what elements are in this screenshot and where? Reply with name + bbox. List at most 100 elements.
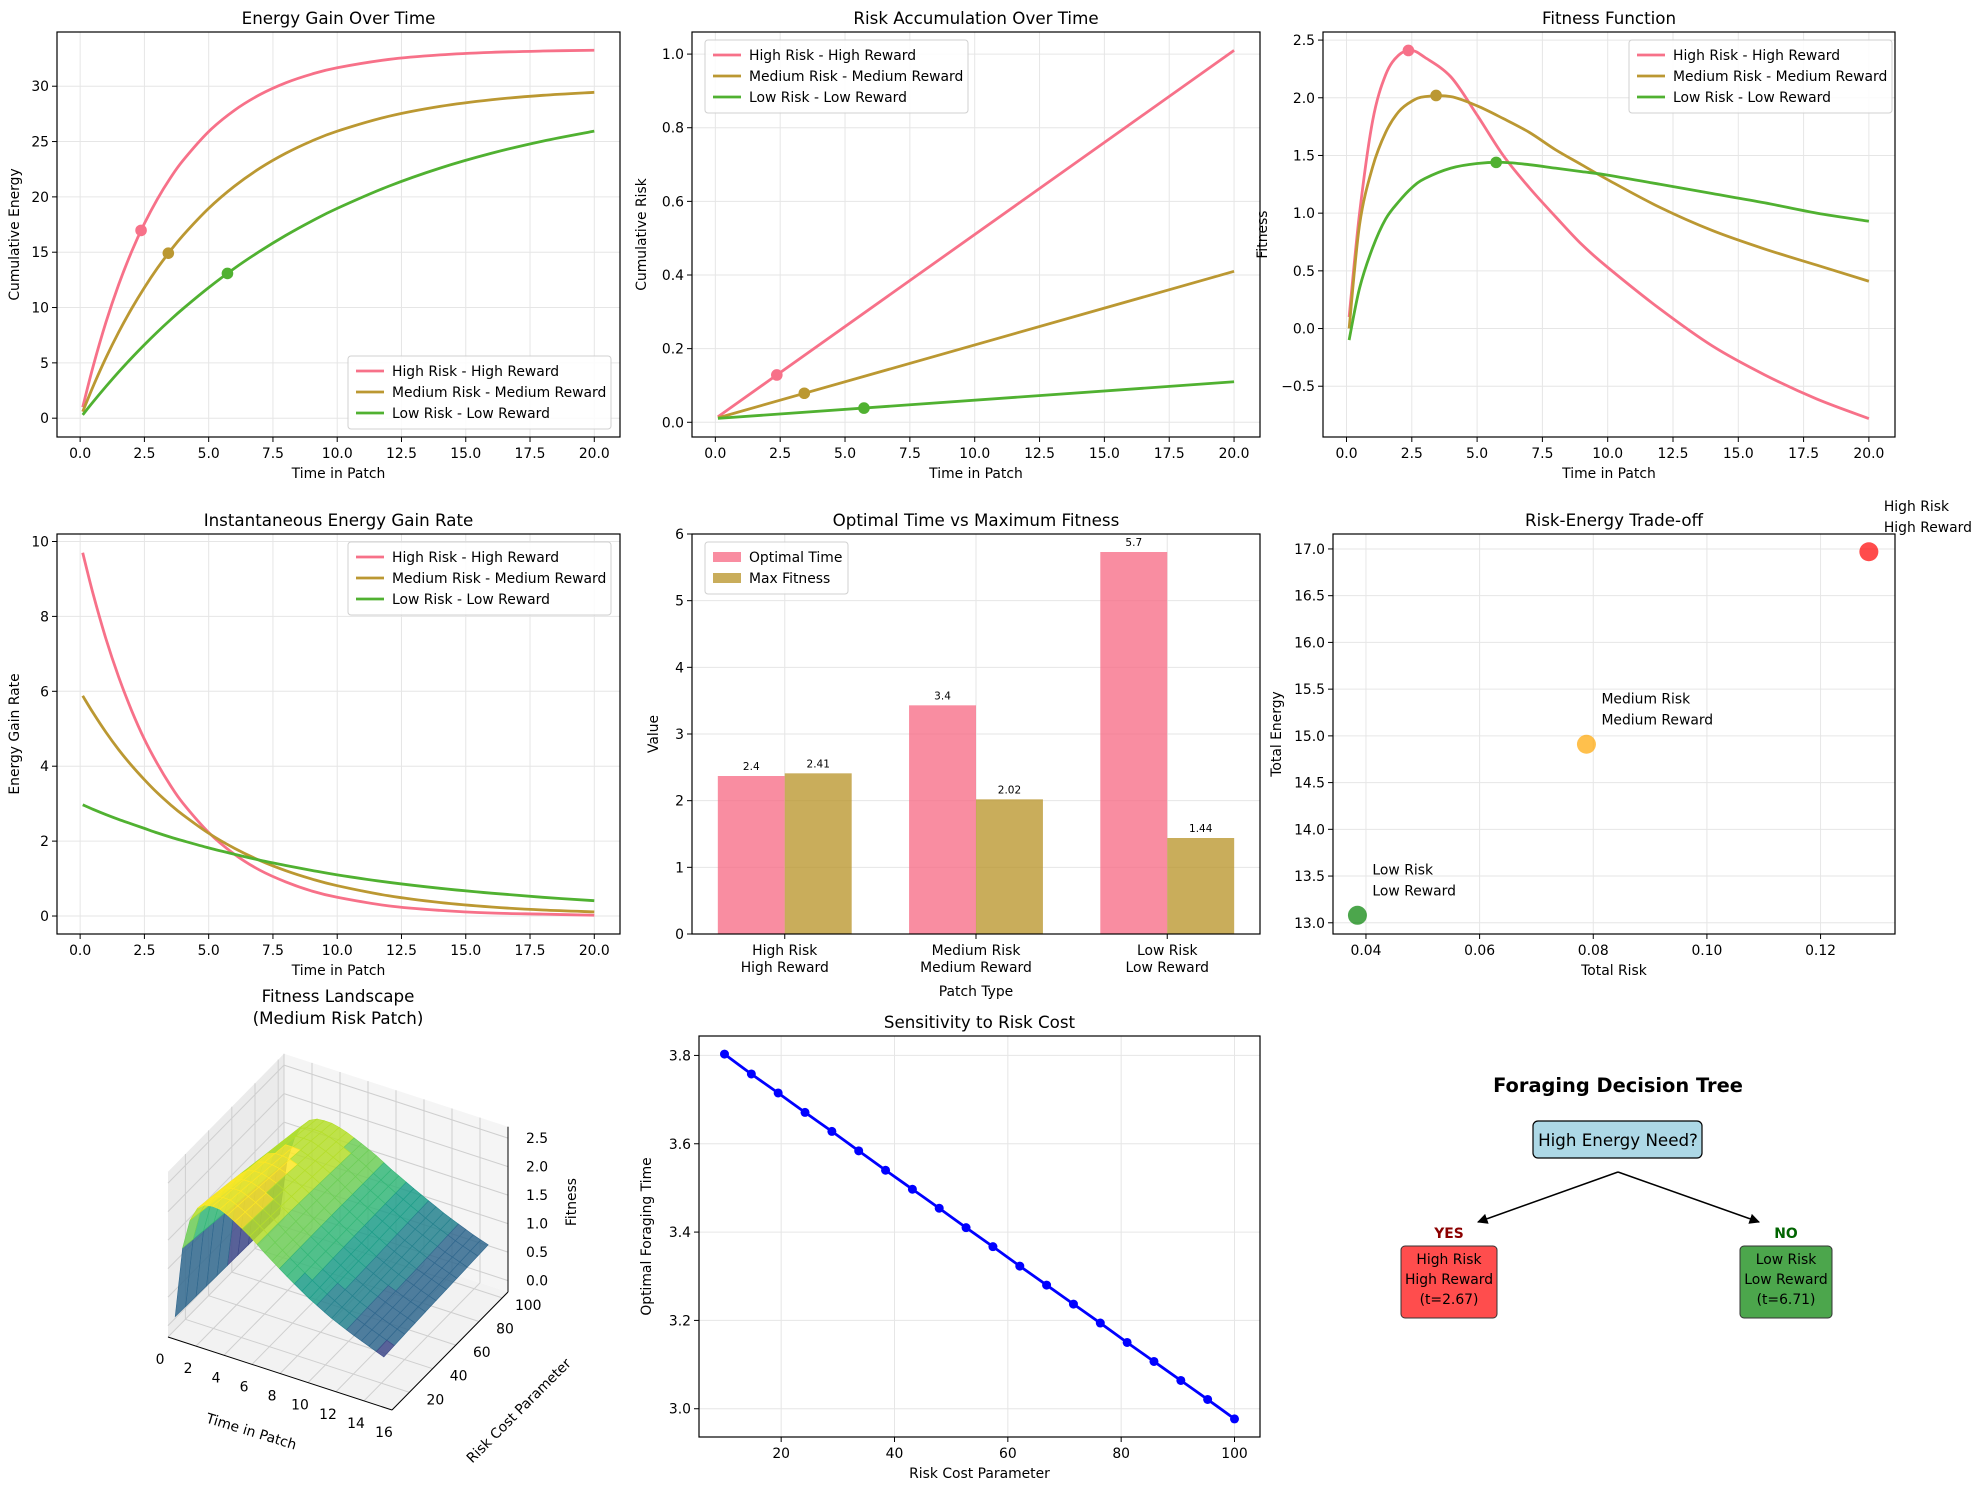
y-tick-label: 20	[427, 1392, 445, 1408]
x-tick-label: 2.5	[133, 943, 155, 959]
data-point	[773, 1088, 783, 1098]
x-tick-label: 7.5	[262, 943, 284, 959]
x-tick-label: 10	[291, 1398, 309, 1414]
data-point	[1176, 1375, 1186, 1385]
bar	[784, 773, 852, 934]
series-line	[1347, 48, 1870, 420]
optimal-point-marker	[1402, 44, 1415, 57]
y-tick-label: 1	[675, 860, 684, 876]
x-axis-label: Total Risk	[1580, 963, 1647, 979]
y-tick-label: 100	[515, 1298, 542, 1314]
legend: High Risk - High Reward Medium Risk - Med…	[347, 541, 612, 616]
y-tick-label: 1.0	[1293, 206, 1315, 222]
x-tick-label: 12.5	[386, 446, 417, 462]
chart-subtitle: (Medium Risk Patch)	[253, 1008, 424, 1028]
x-tick-label: 15.0	[450, 446, 481, 462]
x-axis-label: Time in Patch	[1561, 466, 1656, 482]
data-point	[800, 1107, 810, 1117]
y-tick-label: 16.0	[1294, 635, 1325, 651]
x-tick-label: 0.08	[1578, 943, 1609, 959]
x-tick-label: 10.0	[959, 446, 990, 462]
y-tick-label: 0.0	[1293, 322, 1315, 338]
y-tick-label: 2	[675, 794, 684, 810]
data-point	[1068, 1299, 1078, 1309]
x-tick-label: 12	[319, 1407, 337, 1423]
z-tick-label: 0.5	[526, 1245, 548, 1261]
axes-frame	[1322, 31, 1896, 438]
y-tick-label: 1.5	[1293, 148, 1315, 164]
energy-rate-panel: 0.0 2.5 5.0 7.5 10.0 12.5 15.0 17.5 20.0 0 2 4 6 8 10 I…	[7, 510, 621, 979]
data-point	[746, 1069, 756, 1079]
bar	[1167, 838, 1235, 934]
grid-line	[363, 1282, 481, 1402]
axes-frame	[691, 31, 1261, 438]
y-tick-label: 0	[40, 909, 49, 925]
risk-accumulation-panel: 0.0 2.5 5.0 7.5 10.0 12.5 15.0 17.5 20.0 0.0 0.2 0.…	[634, 8, 1261, 482]
legend-label: Optimal Time	[749, 550, 842, 566]
no-node	[1739, 1245, 1833, 1319]
root-node-label: High Energy Need?	[1538, 1130, 1698, 1150]
grid-line	[167, 1064, 285, 1184]
yes-node-label: High Reward	[1405, 1272, 1493, 1288]
x-tick-label: 12.5	[1658, 446, 1689, 462]
x-tick-label: 15.0	[450, 943, 481, 959]
y-tick-label: 0.4	[662, 268, 684, 284]
x-tick-label: 0.0	[704, 446, 726, 462]
axes-frame	[698, 1035, 1261, 1438]
x-tick-label: 40	[886, 1446, 904, 1462]
y-tick-label: 4	[675, 660, 684, 676]
point-annotation: Low Risk	[1372, 862, 1433, 878]
series-line	[81, 695, 595, 914]
y-tick-label: 16.5	[1294, 589, 1325, 605]
x-tick-label: 0.12	[1805, 943, 1836, 959]
data-point	[854, 1146, 864, 1156]
y-tick-label: 10	[31, 534, 49, 550]
y-tick-label: 0.0	[662, 415, 684, 431]
legend-label: High Risk - High Reward	[392, 364, 559, 380]
bar	[717, 776, 785, 934]
scatter-point	[1859, 542, 1879, 562]
data-point	[881, 1165, 891, 1175]
y-tick-label: 25	[31, 135, 49, 151]
y-tick-label: 3.4	[669, 1225, 691, 1241]
y-axis-label: Optimal Foraging Time	[639, 1157, 655, 1315]
y-tick-label: 1.0	[662, 47, 684, 63]
x-tick-label: 2.5	[769, 446, 791, 462]
bar-value-label: 2.02	[998, 784, 1021, 796]
grid-line	[283, 1064, 509, 1139]
x-tick-label: Medium Risk	[932, 943, 1021, 959]
bar-value-label: 2.4	[743, 761, 760, 773]
legend-label: Low Risk - Low Reward	[392, 592, 550, 608]
legend-box	[347, 355, 612, 430]
x-tick-label: 10.0	[322, 446, 353, 462]
x-axis-label: Time in Patch	[291, 466, 386, 482]
z-tick-label: 1.5	[526, 1188, 548, 1204]
no-node-label: (t=6.71)	[1757, 1292, 1816, 1308]
legend-label: Low Risk - Low Reward	[392, 406, 550, 422]
x-tick-label: 17.5	[1154, 446, 1185, 462]
bar	[1100, 552, 1168, 934]
x-tick-label: Medium Reward	[920, 960, 1032, 976]
chart-title: Optimal Time vs Maximum Fitness	[833, 510, 1120, 530]
axes-frame	[1332, 533, 1896, 935]
x-tick-label: 0.0	[69, 446, 91, 462]
series-line	[717, 380, 1235, 420]
legend-label: Low Risk - Low Reward	[1673, 90, 1831, 106]
axes-frame	[56, 31, 621, 438]
x-tick-label: 14	[347, 1416, 365, 1432]
x-tick-label: High Risk	[752, 943, 817, 959]
point-annotation: High Reward	[1884, 520, 1972, 536]
plot-area	[1333, 534, 1895, 934]
x-tick-label: 0.10	[1691, 943, 1722, 959]
data-point	[1230, 1414, 1239, 1424]
legend-label: High Risk - High Reward	[392, 550, 559, 566]
x-tick-label: 2.5	[133, 446, 155, 462]
x-tick-label: 0.0	[1335, 446, 1357, 462]
series-line	[82, 803, 595, 903]
y-tick-label: 2.5	[1293, 33, 1315, 49]
x-tick-label: 20.0	[1219, 446, 1250, 462]
data-point	[1122, 1337, 1132, 1347]
point-annotation: Low Reward	[1372, 883, 1456, 899]
